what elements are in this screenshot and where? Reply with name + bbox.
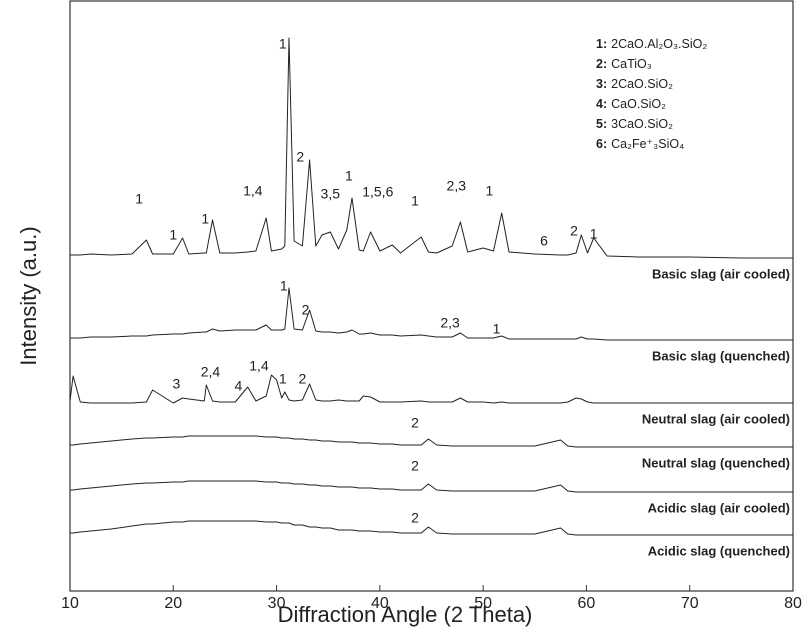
phase-key-number: 1: (596, 37, 607, 51)
phase-key-entry: 3: 2CaO.SiO₂ (596, 77, 673, 91)
x-tick-label: 30 (268, 595, 286, 612)
phase-key-text: 3CaO.SiO₂ (611, 117, 673, 131)
peak-label: 2 (411, 510, 419, 526)
peak-label: 1,4 (243, 183, 263, 199)
phase-key-number: 2: (596, 57, 607, 71)
peak-label: 6 (540, 233, 548, 249)
phase-key-text: CaTiO₃ (611, 57, 652, 71)
x-tick-label: 20 (164, 595, 182, 612)
phase-key-number: 4: (596, 97, 607, 111)
peak-label: 2 (298, 371, 306, 387)
phase-key-number: 6: (596, 137, 607, 151)
peak-label: 3,5 (321, 186, 341, 202)
x-tick-label: 70 (681, 595, 699, 612)
peak-label: 2,3 (447, 178, 467, 194)
phase-key-entry: 5: 3CaO.SiO₂ (596, 117, 673, 131)
phase-key-number: 3: (596, 77, 607, 91)
x-tick-label: 50 (474, 595, 492, 612)
x-tick-label: 80 (784, 595, 802, 612)
phase-key-text: 2CaO.Al₂O₃.SiO₂ (611, 37, 707, 51)
peak-label: 1 (169, 227, 177, 243)
xrd-trace (69, 374, 793, 404)
x-tick-label: 60 (578, 595, 596, 612)
x-axis-title: Diffraction Angle (2 Theta) (278, 602, 533, 627)
phase-key-text: Ca₂Fe⁺₃SiO₄ (611, 137, 684, 151)
phase-key-entry: 4: CaO.SiO₂ (596, 97, 666, 111)
peak-label: 1,4 (249, 358, 269, 374)
xrd-trace (70, 435, 793, 448)
phase-key-entry: 2: CaTiO₃ (596, 57, 652, 71)
y-axis-title: Intensity (a.u.) (16, 226, 41, 365)
series-label: Basic slag (quenched) (652, 348, 790, 363)
x-tick-label: 10 (61, 595, 79, 612)
peak-label: 1 (279, 36, 287, 52)
series-label: Neutral slag (air cooled) (642, 411, 790, 426)
peak-label: 1 (279, 371, 287, 387)
peak-label: 2 (302, 302, 310, 318)
peak-label: 2 (570, 223, 578, 239)
peak-label: 1 (135, 191, 143, 207)
series-label: Acidic slag (air cooled) (648, 500, 790, 515)
peak-label: 1,5,6 (362, 184, 393, 200)
peak-label: 1 (493, 321, 501, 337)
phase-key-entry: 1: 2CaO.Al₂O₃.SiO₂ (596, 37, 707, 51)
phase-key-text: 2CaO.SiO₂ (611, 77, 673, 91)
phase-key-entry: 6: Ca₂Fe⁺₃SiO₄ (596, 137, 684, 151)
xrd-trace (70, 480, 793, 493)
xrd-trace (70, 287, 793, 341)
peak-label: 1 (485, 183, 493, 199)
peak-label: 1 (411, 193, 419, 209)
peak-label: 1 (280, 278, 288, 294)
xrd-trace (70, 37, 793, 259)
series-label: Basic slag (air cooled) (652, 266, 790, 281)
peak-label: 3 (172, 376, 180, 392)
x-tick-label: 40 (371, 595, 389, 612)
series-label: Neutral slag (quenched) (642, 455, 790, 470)
peak-label: 1 (201, 211, 209, 227)
peak-label: 2,4 (201, 364, 221, 380)
xrd-trace (70, 520, 793, 536)
peak-label: 2 (296, 149, 304, 165)
peak-label: 2 (411, 415, 419, 431)
phase-key-number: 5: (596, 117, 607, 131)
peak-label: 2,3 (440, 315, 460, 331)
peak-label: 2 (411, 458, 419, 474)
peak-label: 1 (590, 226, 598, 242)
plot-frame (69, 0, 794, 592)
peak-label: 4 (234, 378, 242, 394)
series-label: Acidic slag (quenched) (648, 543, 790, 558)
phase-key-text: CaO.SiO₂ (611, 97, 666, 111)
peak-label: 1 (345, 168, 353, 184)
